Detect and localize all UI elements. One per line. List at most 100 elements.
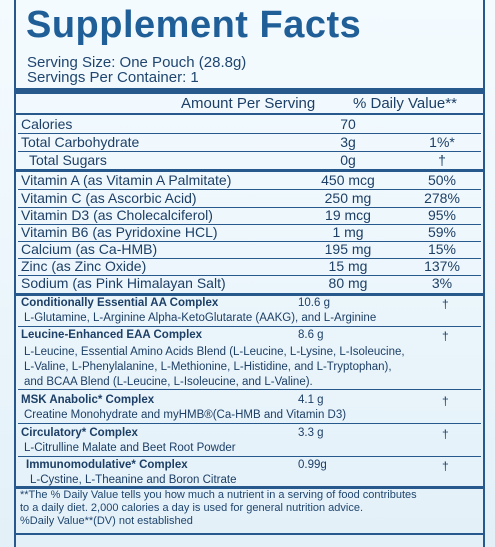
nutrient-dv: 137%	[424, 258, 460, 274]
blend-name: Leucine-Enhanced EAA Complex	[21, 329, 203, 341]
nutrient-amount: 15 mg	[328, 258, 368, 274]
nutrient-dv: 1%*	[429, 134, 455, 150]
blend-amount: 10.6 g	[298, 297, 330, 309]
blend-dv: †	[442, 427, 449, 441]
nutrient-dv: 278%	[424, 190, 460, 206]
nutrient-dv: 50%	[427, 172, 457, 188]
column-header: Amount Per Serving % Daily Value**	[18, 95, 481, 113]
nutrient-amount: 70	[340, 116, 356, 132]
footnote-line: to a daily diet. 2,000 calories a day is…	[20, 502, 364, 514]
blend-ingredients: L-Cystine, L-Theanine and Boron Citrate	[30, 473, 236, 487]
blend-ingredients-line: and BCAA Blend (L-Leucine, L-Isoleucine,…	[24, 376, 313, 388]
nutrient-row: Vitamin B6 (as Pyridoxine HCL) 1 mg 59%	[18, 223, 481, 241]
blend-name: Circulatory* Complex	[21, 427, 138, 439]
nutrient-amount: 3g	[340, 134, 356, 150]
blend-name: MSK Anabolic* Complex	[21, 394, 155, 406]
footnote-line: %Daily Value**(DV) not established	[20, 515, 193, 527]
nutrient-name: Sodium (as Pink Himalayan Salt)	[21, 275, 226, 291]
nutrient-amount: 80 mg	[328, 275, 368, 291]
nutrient-name: Vitamin D3 (as Cholecalciferol)	[21, 207, 213, 223]
nutrient-dv: 59%	[427, 224, 457, 240]
thick-divider	[16, 88, 483, 94]
serving-info: Serving Size: One Pouch (28.8g) Servings…	[27, 55, 246, 85]
blend-block: Leucine-Enhanced EAA Complex 8.6 g † L-L…	[18, 329, 481, 389]
blend-block: MSK Anabolic* Complex 4.1 g † Creatine M…	[18, 394, 481, 424]
blend-ingredients-line: L-Cystine, L-Theanine and Boron Citrate	[30, 474, 237, 486]
blend-dv: †	[442, 394, 449, 408]
blend-name: Immunomodulative* Complex	[26, 459, 188, 471]
blend-ingredients-line: Creatine Monohydrate and myHMB®(Ca-HMB a…	[24, 409, 347, 421]
section-divider	[16, 169, 483, 172]
label-panel	[14, 0, 485, 547]
nutrient-row: Sodium (as Pink Himalayan Salt) 80 mg 3%	[18, 274, 481, 292]
row-divider	[18, 151, 481, 152]
nutrient-amount: 1 mg	[332, 224, 364, 240]
footnote: **The % Daily Value tells you how much a…	[20, 489, 417, 528]
section-divider	[16, 486, 483, 489]
amount-per-serving-header: Amount Per Serving	[181, 95, 316, 112]
blend-amount: 0.99g	[298, 459, 327, 471]
blend-ingredients-line: L-Glutamine, L-Arginine Alpha-KetoGlutar…	[24, 312, 377, 324]
blend-ingredients: Creatine Monohydrate and myHMB®(Ca-HMB a…	[24, 408, 346, 422]
blend-dv: †	[442, 297, 449, 311]
blend-ingredients: L-Leucine, Essential Amino Acids Blend (…	[24, 345, 405, 390]
nutrient-row: Calories 70	[18, 115, 481, 133]
nutrient-name: Calcium (as Ca-HMB)	[21, 241, 158, 257]
row-divider	[18, 275, 481, 276]
blend-ingredients-line: L-Leucine, Essential Amino Acids Blend (…	[24, 346, 405, 358]
blend-amount: 3.3 g	[298, 427, 324, 439]
blend-name: Conditionally Essential AA Complex	[21, 297, 219, 309]
bottom-divider	[16, 533, 483, 535]
nutrient-dv: 3%	[431, 275, 453, 291]
nutrient-amount: 250 mg	[324, 190, 372, 206]
row-divider	[18, 258, 481, 259]
label-title: Supplement Facts	[26, 4, 362, 46]
nutrient-dv: 95%	[427, 207, 457, 223]
blend-block: Circulatory* Complex 3.3 g † L-Citrullin…	[18, 427, 481, 457]
nutrient-row: Vitamin C (as Ascorbic Acid) 250 mg 278%	[18, 189, 481, 207]
row-divider	[18, 207, 481, 208]
nutrient-name: Vitamin B6 (as Pyridoxine HCL)	[21, 224, 218, 240]
blend-block: Conditionally Essential AA Complex 10.6 …	[18, 297, 481, 327]
nutrient-row: Calcium (as Ca-HMB) 195 mg 15%	[18, 240, 481, 258]
blend-ingredients-line: L-Valine, L-Phenylalanine, L-Methionine,…	[24, 361, 392, 373]
nutrient-dv: 15%	[427, 241, 457, 257]
nutrient-name: Calories	[21, 116, 73, 132]
blend-ingredients: L-Citrulline Malate and Beet Root Powder	[24, 441, 236, 455]
nutrient-name: Total Carbohydrate	[21, 134, 140, 150]
nutrient-name: Total Sugars	[29, 152, 107, 168]
row-divider	[18, 241, 481, 242]
row-divider	[18, 326, 481, 327]
daily-value-header: % Daily Value**	[353, 95, 457, 112]
blend-dv: †	[442, 459, 449, 473]
nutrient-amount: 450 mcg	[321, 172, 375, 188]
header-divider	[16, 113, 483, 115]
row-divider	[18, 423, 481, 424]
nutrient-name: Vitamin A (as Vitamin A Palmitate)	[21, 172, 232, 188]
nutrient-row: Vitamin A (as Vitamin A Palmitate) 450 m…	[18, 171, 481, 189]
blend-ingredients-line: L-Citrulline Malate and Beet Root Powder	[24, 442, 236, 454]
row-divider	[18, 224, 481, 225]
blend-amount: 4.1 g	[298, 394, 324, 406]
nutrient-row: Zinc (as Zinc Oxide) 15 mg 137%	[18, 257, 481, 275]
nutrient-name: Zinc (as Zinc Oxide)	[21, 258, 147, 274]
blend-dv: †	[442, 329, 449, 343]
blend-block: Immunomodulative* Complex 0.99g † L-Cyst…	[18, 459, 481, 489]
blend-ingredients: L-Glutamine, L-Arginine Alpha-KetoGlutar…	[24, 311, 376, 325]
row-divider	[18, 133, 481, 134]
nutrient-amount: 19 mcg	[325, 207, 371, 223]
nutrient-row: Vitamin D3 (as Cholecalciferol) 19 mcg 9…	[18, 206, 481, 224]
serving-size: Serving Size: One Pouch (28.8g)	[27, 54, 247, 71]
nutrient-dv: †	[438, 152, 446, 168]
row-divider	[18, 456, 481, 457]
nutrient-amount: 0g	[340, 152, 356, 168]
row-divider	[18, 389, 481, 390]
blend-amount: 8.6 g	[298, 329, 324, 341]
nutrient-row: Total Carbohydrate 3g 1%*	[18, 133, 481, 151]
servings-per-container: Servings Per Container: 1	[27, 69, 199, 86]
nutrient-amount: 195 mg	[324, 241, 372, 257]
footnote-line: **The % Daily Value tells you how much a…	[20, 489, 417, 501]
row-divider	[18, 189, 481, 190]
nutrient-row: Total Sugars 0g †	[18, 151, 481, 169]
